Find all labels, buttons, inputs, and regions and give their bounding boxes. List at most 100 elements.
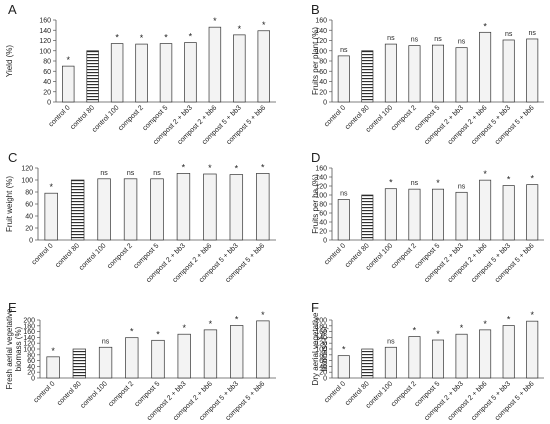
y-tick-label: 60 [319,358,327,365]
bar [256,320,270,379]
bar [233,34,246,103]
bar [337,55,350,103]
y-axis-label: Yield (%) [5,45,14,77]
y-tick-label: 0 [323,100,327,107]
y-tick-label: 0 [323,376,327,383]
significance-label: * [209,319,213,329]
bar [361,50,374,103]
chart-panel-c: C Fruit weight (%) 0 20 40 60 80 100 120 * control… [5,150,276,284]
y-tick-label: 140 [39,28,51,35]
significance-label: * [261,162,265,172]
y-tick-label: 200 [23,318,35,325]
significance-label: * [164,33,168,43]
bar [184,42,197,103]
significance-label: ns [102,338,110,345]
significance-label: ns [153,170,161,177]
x-tick-label: compost 2 [107,380,135,408]
bar [384,188,397,241]
bar [361,348,374,379]
bar [455,47,468,103]
significance-label: * [213,16,217,26]
y-tick-label: 120 [315,38,327,45]
x-tick-label: control 0 [323,104,347,128]
bar [176,173,191,241]
x-tick-label: control 100 [80,380,110,410]
significance-label: ns [340,47,348,54]
y-tick-label: 100 [23,347,35,354]
bar [150,178,164,241]
significance-label: * [342,345,346,355]
bar [502,325,515,379]
significance-label: * [262,20,266,30]
significance-label: * [189,32,193,42]
y-axis-label: Dry aerial vegetativebiomass (%) [311,312,329,385]
y-tick-label: 60 [319,211,327,218]
bar [431,44,445,103]
bar [431,188,445,241]
significance-label: ns [411,37,419,44]
significance-label: * [208,163,212,173]
bar [337,355,350,379]
y-tick-label: 80 [27,352,35,359]
y-tick-label: 60 [25,202,33,209]
y-tick-label: 120 [315,341,327,348]
bar [46,356,60,379]
significance-label: * [436,329,440,339]
significance-label: * [530,174,534,184]
significance-label: * [483,319,487,329]
y-axis-label: Fruits per plant (%) [311,27,320,95]
x-tick-label: control 0 [31,242,55,266]
significance-label: * [460,323,464,333]
bar [526,320,539,379]
y-tick-label: 140 [315,335,327,342]
significance-label: * [235,315,239,325]
bar [86,50,99,103]
y-tick-label: 80 [319,202,327,209]
x-tick-label: compost 5 [133,242,161,270]
x-tick-label: control 100 [91,104,121,134]
y-tick-label: 40 [319,79,327,86]
y-tick-label: 100 [315,48,327,55]
significance-label: * [115,33,119,43]
significance-label: ns [505,31,513,38]
x-tick-label: control 0 [33,380,57,404]
y-tick-label: 40 [319,364,327,371]
significance-label: * [413,326,417,336]
y-tick-label: 0 [323,238,327,245]
bar [479,329,492,379]
bar [177,333,191,379]
y-tick-label: 80 [43,59,51,66]
y-tick-label: 160 [315,18,327,25]
y-tick-label: 20 [319,370,327,377]
bar [125,337,139,379]
bar [98,346,113,379]
y-tick-label: 100 [21,178,33,185]
panel-letter: C [8,150,17,165]
x-tick-label: compost 2 [106,242,134,270]
x-tick-label: control 80 [54,242,81,269]
y-tick-label: 40 [319,220,327,227]
significance-label: ns [387,338,395,345]
significance-label: * [235,164,239,174]
bar [408,188,421,241]
x-tick-label: control 80 [56,380,83,407]
y-tick-label: 120 [21,166,33,173]
y-tick-label: 0 [29,238,33,245]
y-tick-label: 160 [315,166,327,173]
bar [361,194,374,241]
significance-label: * [483,169,487,179]
y-tick-label: 20 [43,89,51,96]
significance-label: ns [434,36,442,43]
y-tick-label: 120 [315,184,327,191]
y-axis-label: Fruit weight (%) [5,176,14,232]
significance-label: * [156,329,160,339]
y-tick-label: 60 [319,69,327,76]
significance-label: * [530,310,534,320]
bar [256,173,270,241]
bar [208,26,222,103]
significance-label: * [140,33,144,43]
